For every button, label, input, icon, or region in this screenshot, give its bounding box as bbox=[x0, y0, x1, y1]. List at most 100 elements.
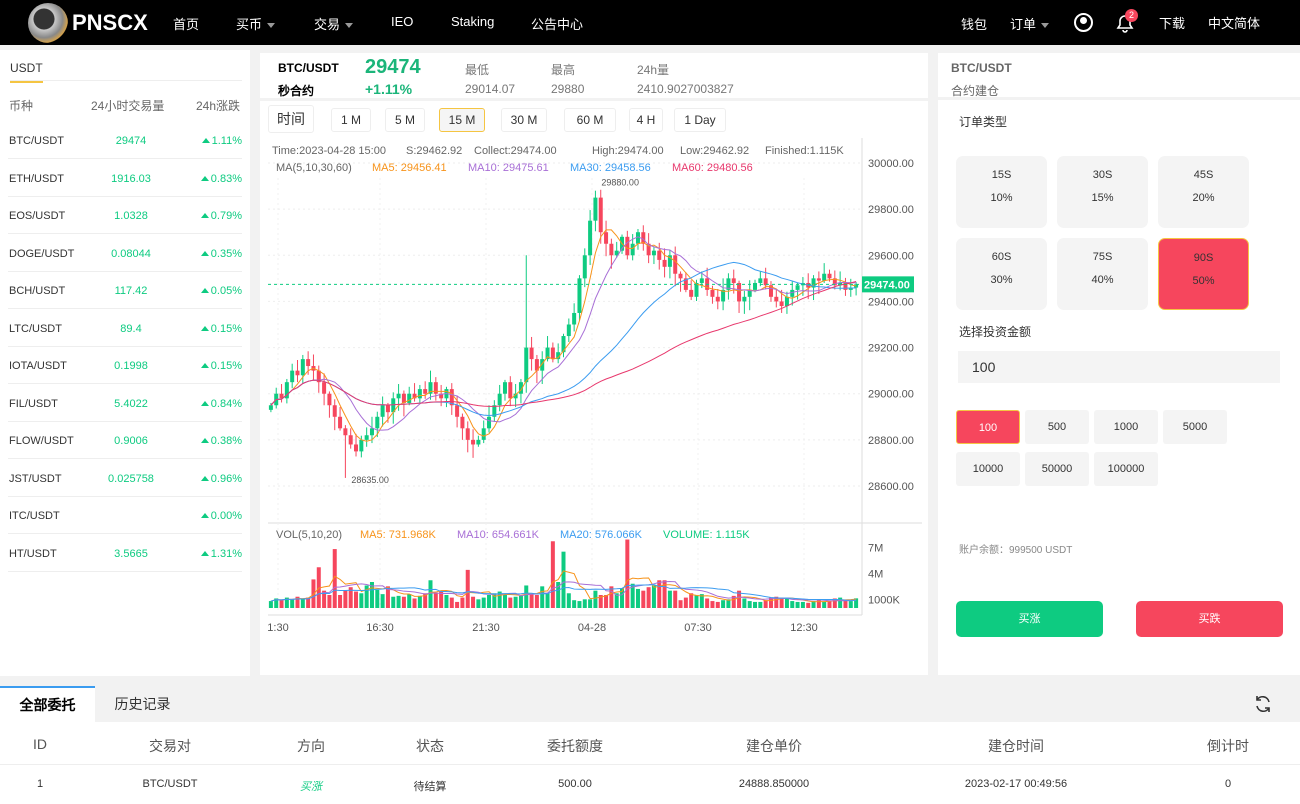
candle bbox=[763, 267, 768, 290]
volume-bar bbox=[588, 599, 593, 608]
candle bbox=[662, 248, 667, 278]
timeframe-label: 时间 bbox=[268, 105, 314, 133]
volume-bar bbox=[375, 589, 380, 608]
price-tick: 29600.00 bbox=[868, 250, 914, 262]
volume: 29474 bbox=[115, 135, 147, 147]
volume-bar bbox=[391, 596, 396, 608]
period-option-30s[interactable]: 30S 15% bbox=[1057, 156, 1148, 228]
pair: BCH/USDT bbox=[9, 285, 66, 297]
candle bbox=[401, 390, 406, 417]
period-option-90s[interactable]: 90S 50% bbox=[1158, 238, 1249, 310]
timeframe-5m[interactable]: 5 M bbox=[385, 108, 425, 132]
nav-buy-coin[interactable]: 买币 bbox=[236, 14, 276, 33]
change-value: 0.84% bbox=[210, 397, 242, 410]
timeframe-4h[interactable]: 4 H bbox=[629, 108, 663, 132]
candle bbox=[513, 384, 518, 408]
volume-bar bbox=[838, 597, 843, 608]
market-row[interactable]: FIL/USDT 5.4022 0.84% bbox=[8, 385, 242, 422]
tab-usdt[interactable]: USDT bbox=[10, 61, 43, 83]
top-nav: PNSCX 首页 买币 交易 IEO Staking 公告中心 钱包 订单 2 … bbox=[0, 0, 1300, 45]
volume-bar bbox=[662, 580, 667, 608]
candle bbox=[375, 411, 380, 438]
timeframe-15m[interactable]: 15 M bbox=[439, 108, 485, 132]
period-option-45s[interactable]: 45S 20% bbox=[1158, 156, 1249, 228]
logo-text[interactable]: PNSCX bbox=[72, 10, 148, 35]
volume-bar bbox=[385, 586, 390, 608]
market-row[interactable]: ETH/USDT 1916.03 0.83% bbox=[8, 160, 242, 197]
candlestick-chart[interactable]: 30000.00 29800.00 29600.00 29400.00 29200.00… bbox=[260, 53, 928, 675]
tab-all-orders[interactable]: 全部委托 bbox=[0, 686, 95, 722]
refresh-icon[interactable] bbox=[1253, 694, 1273, 714]
arrow-up-icon bbox=[200, 550, 209, 556]
price-tick: 29200.00 bbox=[868, 343, 914, 355]
amount-input[interactable]: 100 bbox=[958, 351, 1280, 383]
timeframe-1m[interactable]: 1 M bbox=[331, 108, 371, 132]
market-row[interactable]: DOGE/USDT 0.08044 0.35% bbox=[8, 235, 242, 272]
volume-bar bbox=[290, 599, 295, 608]
market-row[interactable]: FLOW/USDT 0.9006 0.38% bbox=[8, 422, 242, 459]
market-list: USDT 币种 24小时交易量 24h涨跌 BTC/USDT 29474 1.11%… bbox=[0, 50, 250, 676]
nav-trade[interactable]: 交易 bbox=[314, 14, 354, 33]
volume-bar bbox=[279, 600, 284, 608]
arrow-up-icon bbox=[200, 175, 209, 181]
volume-bar bbox=[423, 593, 428, 608]
language-selector[interactable]: 中文简体 bbox=[1208, 16, 1261, 31]
volume-bar bbox=[550, 541, 555, 608]
amount-option-100[interactable]: 100 bbox=[956, 410, 1020, 444]
candle bbox=[726, 273, 731, 300]
logo-icon[interactable] bbox=[28, 3, 68, 43]
legend-vma10: MA10: 654.661K bbox=[457, 529, 540, 541]
amount-option-50000[interactable]: 50000 bbox=[1025, 452, 1089, 486]
volume-bar bbox=[806, 602, 811, 608]
change-value: 0.15% bbox=[210, 360, 242, 372]
nav-staking[interactable]: Staking bbox=[451, 14, 495, 29]
volume-bar bbox=[790, 601, 795, 608]
volume-bar bbox=[705, 598, 710, 608]
buy-down-button[interactable]: 买跌 bbox=[1136, 601, 1283, 637]
volume-bar bbox=[678, 600, 683, 608]
period-option-15s[interactable]: 15S 10% bbox=[956, 156, 1047, 228]
candle bbox=[635, 228, 640, 250]
nav-ieo[interactable]: IEO bbox=[391, 14, 414, 29]
change: 0.83% bbox=[200, 173, 242, 185]
order-panel: BTC/USDT 合约建仓 订单类型 15S 10% 30S 15% 45S 20% 60S… bbox=[938, 53, 1300, 675]
amount-option-5000[interactable]: 5000 bbox=[1163, 410, 1227, 444]
market-row[interactable]: BTC/USDT 29474 1.11% bbox=[8, 122, 242, 159]
candle bbox=[566, 318, 571, 343]
timeframe-30m[interactable]: 30 M bbox=[501, 108, 547, 132]
market-row[interactable]: EOS/USDT 1.0328 0.79% bbox=[8, 197, 242, 234]
market-row[interactable]: JST/USDT 0.025758 0.96% bbox=[8, 460, 242, 497]
market-row[interactable]: BCH/USDT 117.42 0.05% bbox=[8, 272, 242, 309]
user-icon[interactable] bbox=[1074, 13, 1093, 32]
volume-bar bbox=[673, 590, 678, 608]
timeframe-1day[interactable]: 1 Day bbox=[674, 108, 726, 132]
amount-option-500[interactable]: 500 bbox=[1025, 410, 1089, 444]
volume-bar bbox=[683, 597, 688, 608]
chevron-down-icon bbox=[1041, 23, 1050, 29]
tab-history[interactable]: 历史记录 bbox=[114, 696, 171, 712]
volume: 3.5665 bbox=[114, 547, 148, 560]
timeframe-60m[interactable]: 60 M bbox=[564, 108, 616, 132]
volume-bar bbox=[545, 593, 550, 608]
volume-bar bbox=[460, 597, 465, 608]
market-row[interactable]: IOTA/USDT 0.1998 0.15% bbox=[8, 347, 242, 384]
ma60-line bbox=[270, 280, 857, 407]
market-row[interactable]: LTC/USDT 89.4 0.15% bbox=[8, 310, 242, 347]
nav-orders[interactable]: 订单 bbox=[1010, 14, 1050, 33]
period-option-75s[interactable]: 75S 40% bbox=[1057, 238, 1148, 310]
candle bbox=[667, 250, 672, 279]
market-row[interactable]: ITC/USDT 0.00% bbox=[8, 497, 242, 534]
volume-bar bbox=[848, 601, 853, 608]
amount-option-100000[interactable]: 100000 bbox=[1094, 452, 1158, 486]
nav-home[interactable]: 首页 bbox=[173, 17, 200, 32]
amount-option-10000[interactable]: 10000 bbox=[956, 452, 1020, 486]
nav-wallet[interactable]: 钱包 bbox=[961, 17, 988, 32]
pair: IOTA/USDT bbox=[9, 360, 67, 372]
market-row[interactable]: HT/USDT 3.5665 1.31% bbox=[8, 535, 242, 572]
period-option-60s[interactable]: 60S 30% bbox=[956, 238, 1047, 310]
nav-download[interactable]: 下载 bbox=[1159, 16, 1186, 31]
volume-bar bbox=[811, 601, 816, 608]
nav-announcements[interactable]: 公告中心 bbox=[531, 17, 584, 32]
buy-up-button[interactable]: 买涨 bbox=[956, 601, 1103, 637]
amount-option-1000[interactable]: 1000 bbox=[1094, 410, 1158, 444]
